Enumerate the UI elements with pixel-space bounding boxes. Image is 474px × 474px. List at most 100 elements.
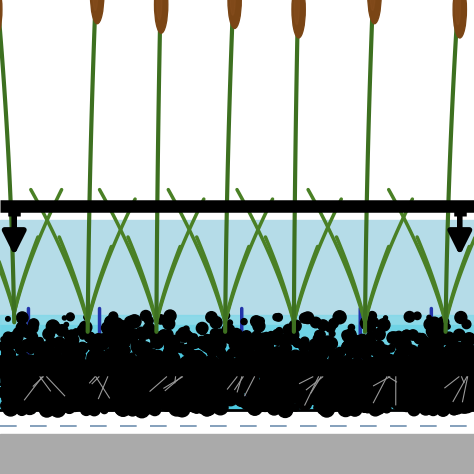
Point <box>187 385 195 393</box>
Point <box>307 352 314 359</box>
Point <box>203 402 211 410</box>
Point <box>317 360 325 367</box>
Point <box>284 335 292 342</box>
Point <box>71 401 78 408</box>
Point <box>9 371 17 379</box>
Point <box>319 406 326 413</box>
Point <box>270 357 277 365</box>
Point <box>460 378 467 385</box>
Point <box>131 387 139 394</box>
Point <box>9 370 17 377</box>
Point <box>138 362 146 370</box>
Point <box>94 403 102 410</box>
Point <box>318 372 325 380</box>
Point <box>299 377 307 385</box>
Point <box>352 368 360 375</box>
Point <box>285 391 292 399</box>
Point <box>8 335 15 342</box>
Point <box>375 342 383 350</box>
Point <box>342 377 350 385</box>
Point <box>121 399 128 406</box>
Point <box>271 349 278 357</box>
Point <box>7 404 14 412</box>
Point <box>124 354 132 361</box>
Point <box>388 398 396 405</box>
Point <box>344 340 352 348</box>
Point <box>357 390 365 398</box>
Point <box>279 363 286 370</box>
Point <box>3 343 10 350</box>
Point <box>363 368 371 376</box>
Point <box>262 365 270 373</box>
Point <box>352 343 359 350</box>
Point <box>155 363 162 371</box>
Point <box>386 390 393 397</box>
Point <box>90 347 98 355</box>
Point <box>78 366 85 374</box>
Point <box>160 368 167 375</box>
Point <box>87 375 95 383</box>
Point <box>43 396 51 403</box>
Point <box>275 327 283 335</box>
Point <box>95 379 103 386</box>
Point <box>7 373 15 380</box>
Point <box>330 360 338 367</box>
Point <box>347 324 355 331</box>
Point <box>236 358 243 365</box>
Point <box>217 397 225 404</box>
Point <box>290 372 298 379</box>
Point <box>417 348 424 356</box>
Point <box>65 363 73 371</box>
Point <box>182 388 190 396</box>
Point <box>407 382 414 389</box>
Point <box>368 378 375 385</box>
Point <box>124 332 132 340</box>
Point <box>359 370 366 377</box>
Point <box>375 399 383 406</box>
Point <box>159 373 166 380</box>
Point <box>134 373 142 381</box>
Point <box>414 395 421 403</box>
Ellipse shape <box>368 0 381 24</box>
Point <box>242 355 250 363</box>
Point <box>407 392 414 400</box>
Point <box>396 400 403 408</box>
Point <box>134 374 141 382</box>
Point <box>56 399 64 407</box>
Point <box>251 404 259 412</box>
Point <box>336 367 344 375</box>
Point <box>238 349 246 357</box>
Point <box>352 346 360 354</box>
Point <box>391 387 399 395</box>
Point <box>352 374 359 382</box>
Point <box>346 347 354 355</box>
Point <box>181 384 189 392</box>
Point <box>375 330 383 338</box>
Point <box>246 384 253 392</box>
Point <box>374 399 382 406</box>
Point <box>46 398 54 406</box>
Point <box>407 397 415 404</box>
Point <box>67 375 75 383</box>
Point <box>433 384 440 392</box>
Point <box>15 333 22 341</box>
Point <box>148 342 155 349</box>
Point <box>134 345 141 352</box>
Point <box>293 339 301 346</box>
Point <box>68 332 76 339</box>
Point <box>122 339 129 347</box>
Point <box>100 406 108 414</box>
Point <box>396 397 404 405</box>
Point <box>377 361 384 368</box>
Point <box>39 361 47 368</box>
Point <box>57 363 65 371</box>
Point <box>145 356 152 364</box>
Point <box>176 404 184 411</box>
Point <box>294 377 302 384</box>
Point <box>366 338 374 346</box>
Point <box>298 398 305 406</box>
Point <box>426 393 434 401</box>
Point <box>138 336 146 344</box>
Point <box>135 360 142 367</box>
Point <box>202 342 210 350</box>
